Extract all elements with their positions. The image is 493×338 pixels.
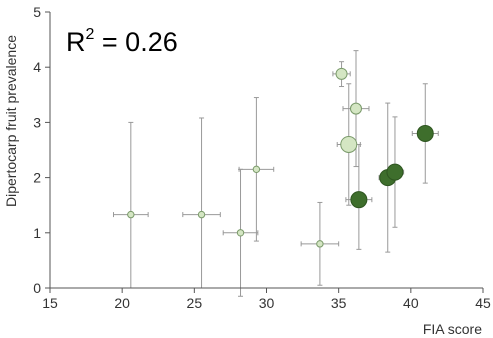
- x-tick-label: 30: [259, 295, 275, 311]
- error-bar: [182, 117, 221, 289]
- data-point: [386, 163, 404, 181]
- data-point: [252, 165, 261, 174]
- data-point: [335, 67, 348, 80]
- x-tick-label: 20: [114, 295, 130, 311]
- x-tick-label: 40: [403, 295, 419, 311]
- data-point: [349, 102, 362, 115]
- data-point: [416, 124, 434, 142]
- r-squared-annotation: R2 = 0.26: [66, 26, 178, 57]
- data-point: [127, 210, 135, 219]
- data-point: [340, 135, 358, 153]
- y-tick-label: 5: [33, 4, 41, 20]
- data-point: [316, 240, 324, 248]
- x-tick-label: 25: [187, 295, 203, 311]
- y-tick-label: 0: [33, 280, 41, 296]
- marker-layer: [127, 67, 434, 248]
- y-tick-label: 1: [33, 225, 41, 241]
- x-tick-label: 45: [475, 295, 491, 311]
- y-tick-label: 2: [33, 170, 41, 186]
- data-point: [236, 229, 245, 237]
- x-tick-label: 15: [42, 295, 58, 311]
- error-bar: [113, 121, 149, 289]
- data-point: [197, 210, 206, 219]
- y-tick-label: 4: [33, 59, 41, 75]
- y-axis-title: Dipertocarp fruit prevalence: [3, 35, 19, 207]
- data-point: [350, 191, 368, 209]
- y-tick-label: 3: [33, 114, 41, 130]
- x-axis-title: FIA score: [423, 321, 482, 337]
- x-tick-label: 35: [331, 295, 347, 311]
